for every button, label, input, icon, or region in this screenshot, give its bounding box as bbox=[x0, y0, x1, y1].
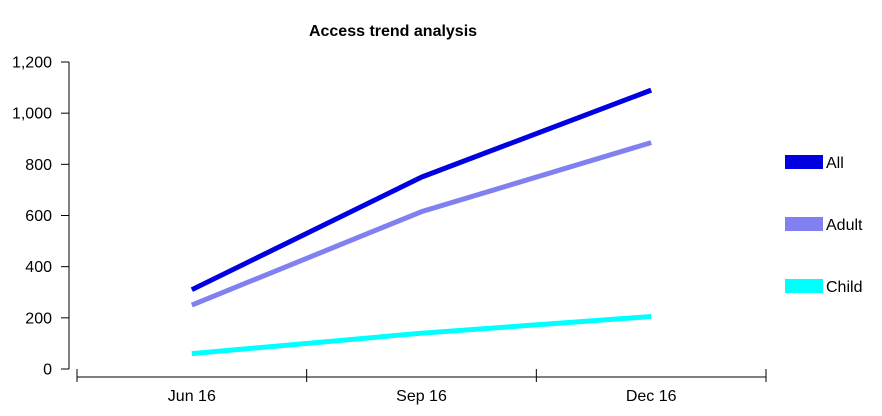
y-tick-label: 400 bbox=[25, 259, 52, 276]
series-line-adult bbox=[190, 140, 652, 308]
legend-swatch-all bbox=[785, 155, 823, 169]
series-line-all bbox=[190, 87, 653, 292]
legend-label-all: All bbox=[826, 155, 844, 172]
y-tick-label: 1,200 bbox=[12, 55, 52, 72]
chart-title: Access trend analysis bbox=[309, 23, 477, 40]
legend: All Adult Child bbox=[785, 155, 863, 296]
series-line-child bbox=[191, 314, 652, 357]
y-tick-label: 1,000 bbox=[12, 106, 52, 123]
y-tick-label: 200 bbox=[25, 310, 52, 327]
x-tick-label: Jun 16 bbox=[168, 388, 216, 405]
legend-label-adult: Adult bbox=[826, 217, 863, 234]
y-tick-label: 800 bbox=[25, 157, 52, 174]
axes: 0 200 400 600 800 1,000 1,200 Jun 16 Sep 16 Dec 1… bbox=[12, 55, 767, 405]
series-group bbox=[190, 87, 653, 357]
legend-label-child: Child bbox=[826, 279, 862, 296]
x-tick-label: Sep 16 bbox=[396, 388, 447, 405]
x-tick-label: Dec 16 bbox=[626, 388, 677, 405]
y-tick-label: 600 bbox=[25, 208, 52, 225]
y-tick-label: 0 bbox=[43, 362, 52, 379]
legend-swatch-adult bbox=[785, 217, 823, 231]
legend-swatch-child bbox=[785, 279, 823, 293]
